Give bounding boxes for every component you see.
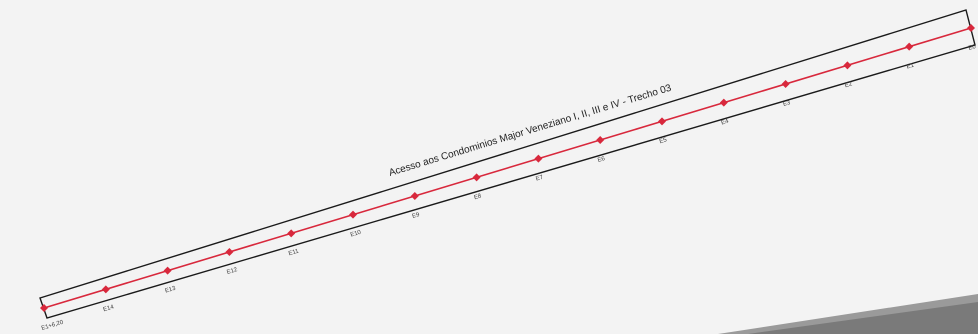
station-marker [719, 98, 728, 107]
station-11: E5 [658, 117, 668, 145]
stations-layer: E1+6,20 E14 E13 E12 E11 E10 E9 E8 E7 E6 E5 E4 E3 E2 E1… [40, 24, 977, 332]
station-marker [101, 285, 110, 294]
station-label: E1 [906, 63, 915, 71]
road-centerline [43, 27, 972, 309]
station-marker [225, 248, 234, 256]
station-marker [349, 210, 357, 219]
station-3: E13 [163, 266, 177, 295]
station-5: E11 [287, 229, 300, 257]
station-10: E6 [596, 136, 606, 164]
station-marker [967, 24, 975, 32]
station-label: E14 [103, 304, 116, 313]
station-label: E4 [721, 119, 730, 127]
road-outline [39, 9, 976, 319]
station-label: E6 [597, 156, 606, 164]
station-marker [596, 136, 605, 144]
station-label: E5 [659, 137, 668, 145]
station-label: E1+6,20 [41, 319, 65, 331]
corner-shadow [718, 294, 978, 334]
station-label: E0 [968, 44, 977, 52]
station-13: E3 [781, 80, 792, 108]
station-label: E12 [226, 267, 239, 276]
station-marker [410, 192, 419, 200]
station-label: E3 [782, 100, 791, 108]
station-6: E10 [349, 210, 363, 239]
station-marker [781, 80, 790, 88]
station-label: E9 [412, 212, 421, 220]
station-1: E1+6,20 [40, 304, 65, 332]
station-marker [40, 304, 48, 312]
station-marker [534, 154, 543, 163]
station-marker [905, 42, 914, 51]
station-14: E2 [843, 61, 854, 89]
station-16: E0 [967, 24, 977, 52]
station-2: E14 [101, 285, 116, 313]
station-label: E13 [164, 286, 177, 295]
station-marker [287, 229, 296, 238]
station-label: E2 [844, 81, 853, 89]
station-label: E7 [535, 175, 544, 183]
station-label: E8 [473, 193, 482, 201]
station-12: E4 [719, 98, 730, 127]
station-4: E12 [225, 248, 239, 276]
station-marker [658, 117, 666, 126]
station-label: E10 [350, 230, 363, 239]
station-label: E11 [288, 248, 300, 257]
station-marker [843, 61, 852, 70]
station-8: E8 [472, 173, 483, 201]
station-marker [472, 173, 481, 182]
station-7: E9 [410, 192, 421, 220]
station-15: E1 [905, 42, 915, 71]
station-marker [163, 266, 172, 275]
station-9: E7 [534, 154, 545, 183]
